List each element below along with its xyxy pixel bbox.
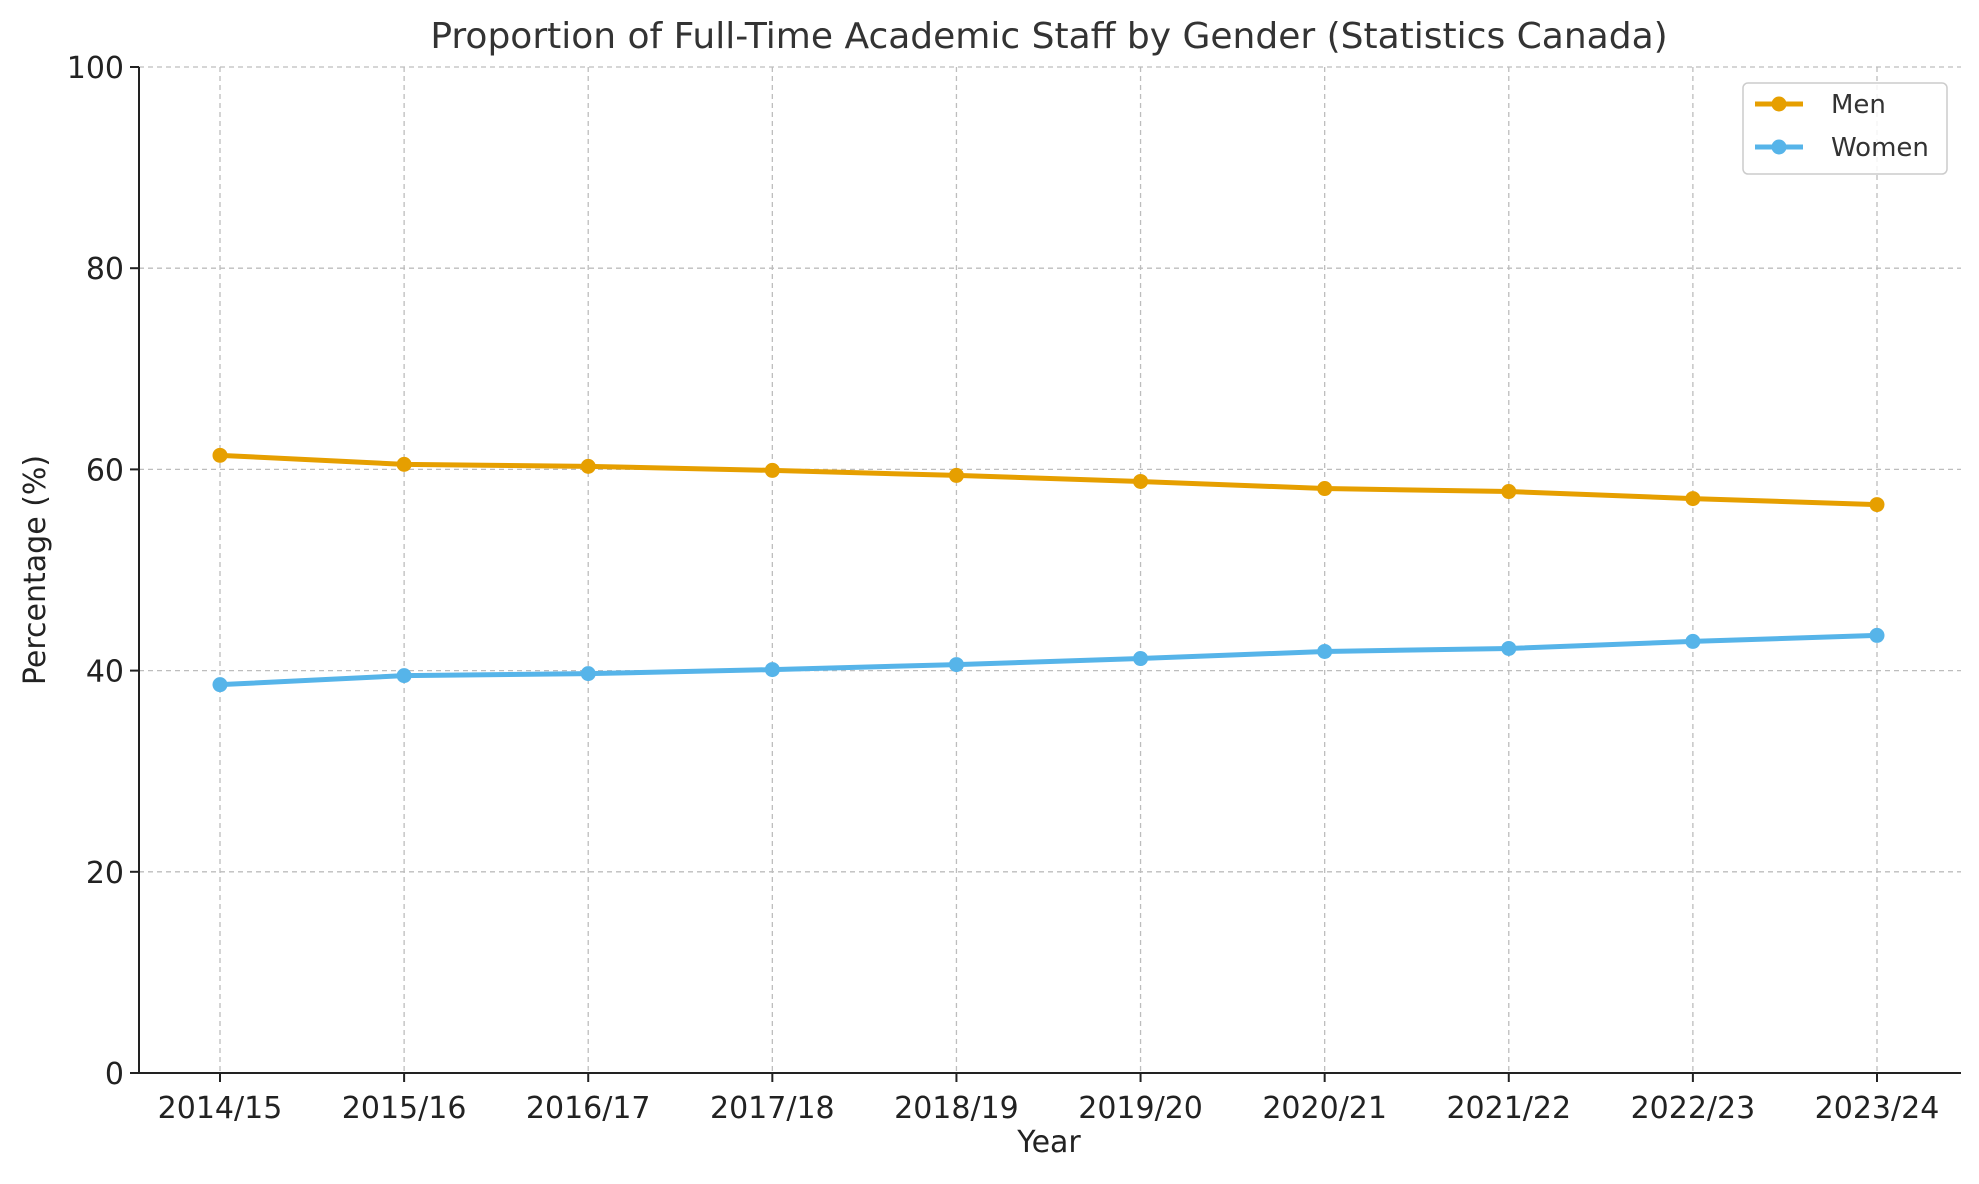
men-point	[764, 462, 780, 478]
men-point	[948, 467, 964, 483]
x-tick-label: 2015/16	[342, 1091, 467, 1126]
men-line	[217, 452, 1880, 508]
women-point	[948, 657, 964, 673]
men-point	[1501, 484, 1517, 500]
women-line	[217, 632, 1880, 688]
legend-marker-swatch	[1771, 96, 1787, 112]
x-tick-label: 2022/23	[1631, 1091, 1756, 1126]
x-tick-label: 2023/24	[1815, 1091, 1940, 1126]
men-point	[1133, 473, 1149, 489]
x-axis-label: Year	[1016, 1125, 1081, 1160]
y-tick-label: 0	[105, 1057, 124, 1092]
women-point	[1501, 640, 1517, 656]
men-point	[396, 456, 412, 472]
chart-title: Proportion of Full-Time Academic Staff b…	[430, 16, 1667, 57]
legend-marker-swatch	[1771, 139, 1787, 155]
women-point	[212, 677, 228, 693]
men-point	[580, 458, 596, 474]
grid	[139, 66, 1961, 1073]
men-point	[212, 447, 228, 463]
y-tick-label: 80	[86, 252, 124, 287]
x-tick-label: 2014/15	[158, 1091, 283, 1126]
x-tick-label: 2016/17	[526, 1091, 651, 1126]
women-point	[1685, 633, 1701, 649]
legend: Men Women	[1742, 82, 1948, 175]
y-tick-label: 20	[86, 856, 124, 891]
legend-item-women: Women	[1755, 133, 1929, 163]
x-tick-label: 2019/20	[1078, 1091, 1203, 1126]
legend-label: Men	[1831, 90, 1886, 120]
axes	[138, 67, 1961, 1074]
women-point	[1133, 651, 1149, 667]
series-layer	[212, 447, 1885, 693]
y-tick-label: 40	[86, 655, 124, 690]
ticks: 0 20 40 60 80 100 2014/15 2015/16 2016/17 2017/18…	[67, 51, 1940, 1126]
series-men	[212, 447, 1885, 513]
series-women	[212, 627, 1885, 693]
women-point	[1869, 627, 1885, 643]
women-point	[580, 666, 596, 682]
x-tick-label: 2018/19	[894, 1091, 1019, 1126]
y-tick-label: 100	[67, 51, 124, 86]
men-point	[1869, 497, 1885, 513]
women-point	[764, 662, 780, 678]
women-point	[396, 668, 412, 684]
x-tick-label: 2017/18	[710, 1091, 835, 1126]
legend-label: Women	[1831, 133, 1929, 163]
men-point	[1685, 491, 1701, 507]
legend-item-men: Men	[1755, 90, 1886, 120]
men-point	[1317, 481, 1333, 497]
x-tick-label: 2020/21	[1262, 1091, 1387, 1126]
y-tick-label: 60	[86, 453, 124, 488]
x-tick-label: 2021/22	[1446, 1091, 1571, 1126]
y-axis-label: Percentage (%)	[18, 455, 53, 685]
women-point	[1317, 643, 1333, 659]
